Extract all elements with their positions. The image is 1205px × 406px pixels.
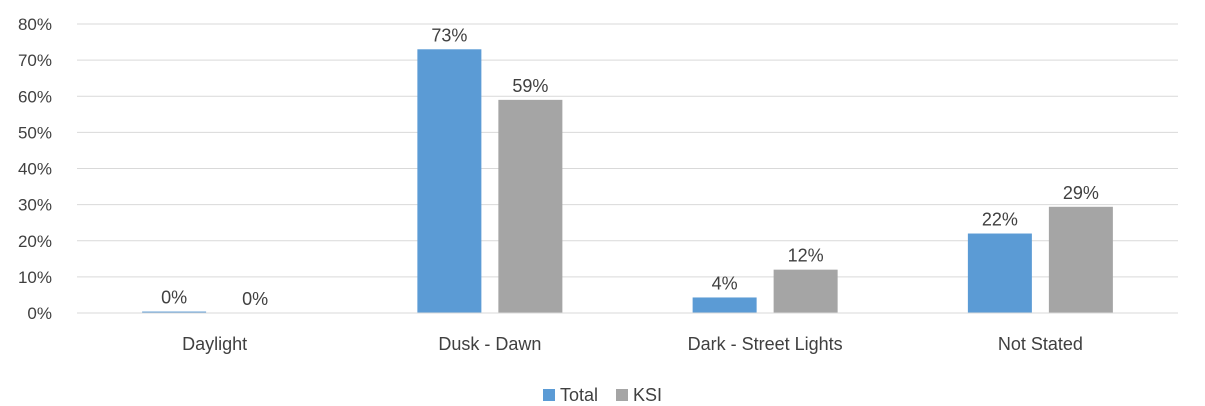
bar-ksi-1 [498, 99, 563, 313]
y-tick-label: 0% [27, 304, 52, 323]
data-label: 0% [242, 289, 268, 309]
y-tick-label: 70% [18, 51, 52, 70]
bar-total-3 [967, 233, 1032, 313]
x-category-label: Dusk - Dawn [438, 334, 541, 354]
data-label: 0% [161, 288, 187, 308]
y-tick-label: 20% [18, 232, 52, 251]
legend-item-total: Total [542, 385, 598, 405]
legend-swatch-ksi [616, 389, 628, 401]
data-label: 12% [788, 246, 824, 266]
data-label: 22% [982, 210, 1018, 230]
y-tick-label: 40% [18, 160, 52, 179]
y-tick-label: 50% [18, 123, 52, 142]
legend-swatch-total [542, 389, 555, 401]
y-axis: 0% 10% 20% 30% 40% 50% 60% 70% 80% [18, 15, 52, 323]
x-category-label: Not Stated [998, 334, 1083, 354]
data-label: 29% [1063, 183, 1099, 203]
bar-chart: 0% 10% 20% 30% 40% 50% 60% 70% 80% 0% 0% 73% 59% 4% 1… [18, 15, 1178, 354]
x-category-label: Daylight [182, 334, 247, 354]
x-axis: Daylight Dusk - Dawn Dark - Street Lights N… [77, 312, 1178, 354]
bar-ksi-3 [1048, 206, 1113, 313]
bar-total-0 [142, 311, 207, 313]
legend: Total KSI [0, 385, 1205, 405]
y-tick-label: 30% [18, 196, 52, 215]
legend-label-total: Total [559, 385, 598, 405]
legend-label-ksi: KSI [633, 385, 663, 405]
gridlines [77, 23, 1178, 278]
bar-total-2 [692, 297, 757, 313]
x-category-label: Dark - Street Lights [688, 334, 843, 354]
bars [142, 49, 1113, 313]
legend-item-ksi: KSI [616, 385, 662, 405]
bar-total-1 [417, 49, 482, 313]
data-label: 59% [512, 76, 548, 96]
y-tick-label: 80% [18, 15, 52, 34]
data-label: 4% [712, 273, 738, 293]
y-tick-label: 60% [18, 87, 52, 106]
bar-ksi-2 [773, 269, 838, 313]
data-label: 73% [431, 25, 467, 45]
data-labels: 0% 0% 73% 59% 4% 12% 22% 29% [161, 25, 1099, 309]
y-tick-label: 10% [18, 268, 52, 287]
